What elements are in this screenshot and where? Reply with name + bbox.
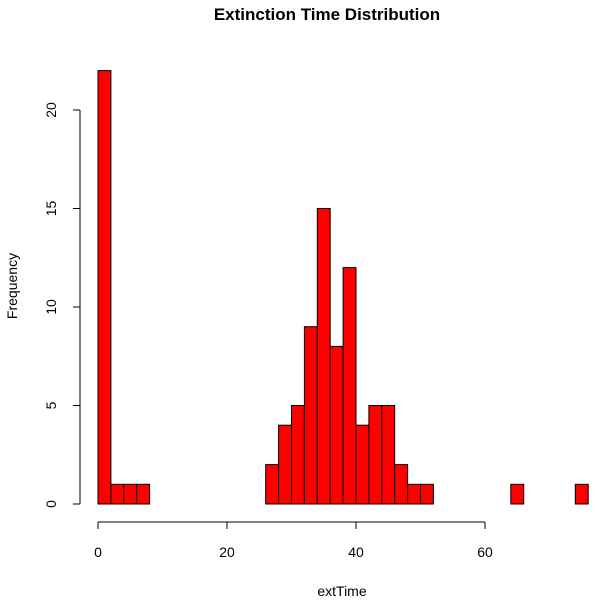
x-tick-label-60: 60 <box>477 544 493 560</box>
y-tick-label-10: 10 <box>43 299 59 315</box>
histogram-bar-42-44 <box>368 405 383 505</box>
histogram-bar-32-34 <box>303 326 318 505</box>
histogram-bar-6-8 <box>136 483 151 505</box>
histogram-bar-30-32 <box>291 405 305 505</box>
y-tick-label-20: 20 <box>43 102 59 118</box>
x-tick-label-20: 20 <box>219 544 235 560</box>
chart-title: Extinction Time Distribution <box>214 5 440 24</box>
histogram-bar-48-50 <box>407 483 422 505</box>
histogram-bar-40-42 <box>355 424 370 505</box>
histogram-bar-28-30 <box>278 424 293 505</box>
y-tick-label-0: 0 <box>43 500 59 508</box>
histogram-bar-0-2 <box>97 70 112 505</box>
y-tick-label-5: 5 <box>43 401 59 409</box>
x-tick-label-0: 0 <box>94 544 102 560</box>
histogram-bar-64-66 <box>510 483 525 505</box>
histogram-bar-38-40 <box>342 267 357 505</box>
x-axis-ticks: 0 20 40 60 <box>94 522 493 560</box>
histogram-bar-50-52 <box>420 483 434 505</box>
histogram-bar-2-4 <box>110 483 125 505</box>
x-axis-label: extTime <box>317 583 366 599</box>
bars-group <box>97 70 589 505</box>
histogram-bar-4-6 <box>123 483 138 505</box>
histogram-bar-36-38 <box>329 345 344 505</box>
histogram-bar-46-48 <box>394 464 409 505</box>
y-axis-ticks: 0 5 10 15 20 <box>43 102 80 508</box>
x-tick-label-40: 40 <box>348 544 364 560</box>
histogram-bar-44-46 <box>381 405 396 505</box>
histogram-bar-34-36 <box>316 208 331 505</box>
y-tick-label-15: 15 <box>43 201 59 217</box>
histogram-bar-26-28 <box>265 464 280 505</box>
y-axis-label: Frequency <box>4 253 20 319</box>
histogram-bar-74-76 <box>574 483 589 505</box>
